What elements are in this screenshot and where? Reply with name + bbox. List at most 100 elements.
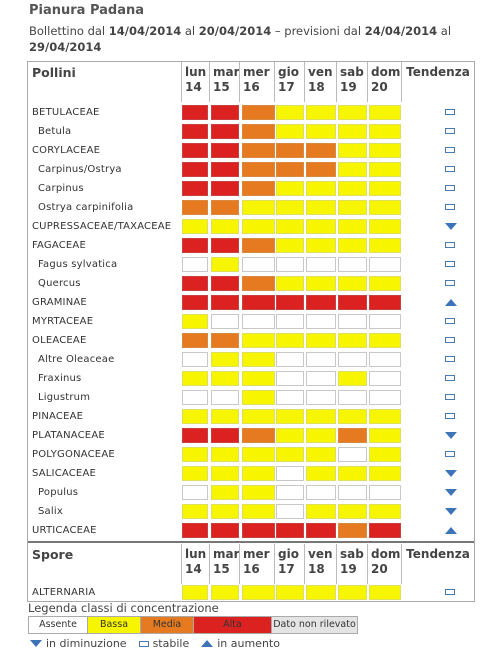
trend-cell xyxy=(428,255,474,274)
concentration-cell-alta xyxy=(211,162,239,177)
concentration-cell-bassa xyxy=(242,390,275,405)
species-row: Carpinus/Ostrya xyxy=(28,160,474,179)
concentration-cell-alta xyxy=(338,295,367,310)
trend-cell xyxy=(428,331,474,350)
bulletin-period: Bollettino dal 14/04/2014 al 20/04/2014 … xyxy=(29,23,469,55)
concentration-cell-media xyxy=(242,428,275,443)
concentration-cell-bassa xyxy=(306,181,336,196)
concentration-cell-bassa xyxy=(338,585,367,600)
taxon-name: Fraxinus xyxy=(38,373,82,384)
legend-title: Legenda classi di concentrazione xyxy=(28,601,219,615)
stable-trend-icon xyxy=(445,261,455,267)
concentration-cell-alta xyxy=(369,523,401,538)
concentration-cell-alta xyxy=(182,162,208,177)
concentration-cell-bassa xyxy=(276,124,304,139)
concentration-cell-bassa xyxy=(306,124,336,139)
concentration-cell-bassa xyxy=(338,238,367,253)
concentration-cell-bassa xyxy=(276,105,304,120)
concentration-cell-media xyxy=(182,200,208,215)
taxon-name: PLATANACEAE xyxy=(32,430,105,441)
day-header-lun: lun 14 xyxy=(181,544,210,584)
concentration-cell-bassa xyxy=(182,466,208,481)
concentration-cell-bassa xyxy=(306,219,336,234)
pollini-trend-header: Tendenza xyxy=(401,62,474,102)
concentration-cell-assente xyxy=(338,485,367,500)
family-row: CORYLACEAE xyxy=(28,141,474,160)
day-name: sab xyxy=(340,547,364,561)
concentration-cell-bassa xyxy=(211,219,239,234)
concentration-cell-assente xyxy=(369,352,401,367)
day-header-lun: lun 14 xyxy=(181,62,210,102)
concentration-cell-bassa xyxy=(276,219,304,234)
concentration-cell-bassa xyxy=(211,371,239,386)
concentration-cell-bassa xyxy=(338,504,367,519)
concentration-cell-bassa xyxy=(338,333,367,348)
stable-trend-icon xyxy=(445,109,455,115)
forecast-prefix: – previsioni dal xyxy=(274,24,362,38)
trend-cell xyxy=(428,388,474,407)
concentration-cell-bassa xyxy=(242,352,275,367)
concentration-cell-media xyxy=(211,200,239,215)
taxon-name: CORYLACEAE xyxy=(32,145,101,156)
day-name: ven xyxy=(308,547,333,561)
concentration-cell-bassa xyxy=(338,143,367,158)
family-row: GRAMINAE xyxy=(28,293,474,312)
family-row: MYRTACEAE xyxy=(28,312,474,331)
family-row: PINACEAE xyxy=(28,407,474,426)
concentration-cell-assente xyxy=(306,314,336,329)
day-name: gio xyxy=(278,65,299,79)
taxon-name: BETULACEAE xyxy=(32,107,100,118)
trend-cell xyxy=(428,141,474,160)
stable-trend-icon xyxy=(445,147,455,153)
concentration-cell-alta xyxy=(182,181,208,196)
trend-cell xyxy=(428,502,474,521)
stable-trend-icon xyxy=(138,640,149,647)
taxon-name: Betula xyxy=(38,126,72,137)
concentration-cell-assente xyxy=(338,314,367,329)
concentration-cell-bassa xyxy=(276,333,304,348)
species-row: Ligustrum xyxy=(28,388,474,407)
stable-trend-icon xyxy=(445,451,455,457)
concentration-cell-alta xyxy=(369,295,401,310)
concentration-cell-bassa xyxy=(369,409,401,424)
trend-cell xyxy=(428,312,474,331)
trend-cell xyxy=(428,293,474,312)
stable-trend-icon xyxy=(445,375,455,381)
trend-cell xyxy=(428,236,474,255)
concentration-cell-media xyxy=(242,181,275,196)
day-header-sab: sab 19 xyxy=(336,544,368,584)
concentration-cell-bassa xyxy=(306,585,336,600)
day-number: 18 xyxy=(308,562,325,576)
concentration-cell-assente xyxy=(276,371,304,386)
day-number: 17 xyxy=(278,562,295,576)
concentration-cell-assente xyxy=(242,257,275,272)
concentration-cell-alta xyxy=(242,523,275,538)
legend-item-media: Media xyxy=(140,616,194,634)
day-number: 14 xyxy=(185,80,202,94)
stable-trend-icon xyxy=(445,589,455,595)
trend-cell xyxy=(428,521,474,540)
concentration-cell-assente xyxy=(242,314,275,329)
trend-cell xyxy=(428,483,474,502)
concentration-cell-assente xyxy=(369,390,401,405)
trend-cell xyxy=(428,426,474,445)
stable-trend-icon xyxy=(445,166,455,172)
concentration-cell-alta xyxy=(306,523,336,538)
species-row: Altre Oleaceae xyxy=(28,350,474,369)
concentration-cell-bassa xyxy=(276,276,304,291)
concentration-cell-bassa xyxy=(276,409,304,424)
day-header-dom: dom 20 xyxy=(367,544,402,584)
family-row: CUPRESSACEAE/TAXACEAE xyxy=(28,217,474,236)
concentration-cell-bassa xyxy=(211,485,239,500)
concentration-cell-bassa xyxy=(369,428,401,443)
concentration-cell-bassa xyxy=(211,504,239,519)
concentration-cell-bassa xyxy=(242,371,275,386)
concentration-cell-bassa xyxy=(306,428,336,443)
concentration-cell-assente xyxy=(182,390,208,405)
day-header-gio: gio 17 xyxy=(274,544,305,584)
concentration-cell-alta xyxy=(211,105,239,120)
concentration-cell-media xyxy=(242,105,275,120)
concentration-cell-bassa xyxy=(338,371,367,386)
taxon-name: Altre Oleaceae xyxy=(38,354,115,365)
taxon-name: Ostrya carpinifolia xyxy=(38,202,134,213)
